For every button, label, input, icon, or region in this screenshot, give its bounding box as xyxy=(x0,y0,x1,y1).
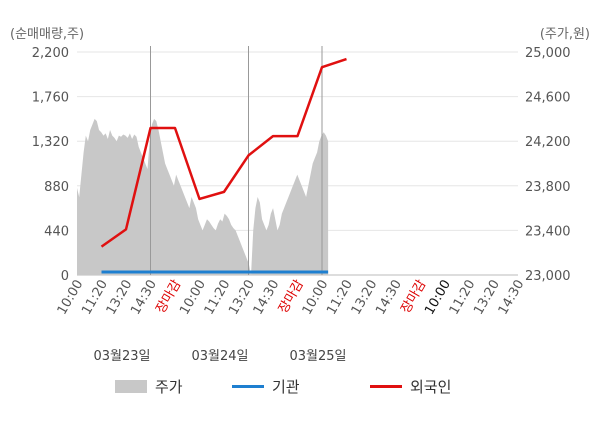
right-tick-label: 24,200 xyxy=(525,135,571,150)
legend: 주가 기관 외국인 xyxy=(115,378,451,396)
legend-swatch-foreign xyxy=(370,385,402,388)
x-tick-label: 14:30 xyxy=(251,278,283,318)
legend-swatch-institution xyxy=(232,385,264,388)
right-axis-ticks: 23,000 23,400 23,800 24,200 24,600 25,000 xyxy=(525,46,571,284)
right-tick-label: 23,000 xyxy=(525,269,571,284)
foreign-series xyxy=(100,57,347,248)
date-label: 03월23일 xyxy=(94,349,151,364)
left-axis-unit: (순매매량,주) xyxy=(10,27,84,42)
x-tick-label: 14:30 xyxy=(373,278,405,318)
left-tick-label: 1,760 xyxy=(32,91,69,106)
left-tick-label: 0 xyxy=(61,269,69,284)
x-tick-label: 14:30 xyxy=(496,278,528,318)
left-tick-label: 440 xyxy=(44,224,69,239)
x-axis-ticks: 10:0011:2013:2014:30장마감10:0011:2013:2014… xyxy=(55,277,528,317)
foreign-line xyxy=(100,57,347,248)
right-axis-unit: (주가,원) xyxy=(540,27,590,42)
right-tick-label: 25,000 xyxy=(525,46,571,61)
x-tick-label: 14:30 xyxy=(128,278,160,318)
date-labels: 03월23일 03월24일 03월25일 xyxy=(94,349,347,364)
left-tick-label: 1,320 xyxy=(32,135,69,150)
date-label: 03월25일 xyxy=(290,349,347,364)
right-tick-label: 24,600 xyxy=(525,91,571,106)
legend-label-institution: 기관 xyxy=(272,378,300,396)
legend-label-foreign: 외국인 xyxy=(410,378,451,396)
price-area xyxy=(77,118,329,276)
left-axis-ticks: 0 440 880 1,320 1,760 2,200 xyxy=(32,46,69,284)
legend-swatch-price xyxy=(115,380,147,393)
left-tick-label: 880 xyxy=(44,180,69,195)
day-dividers xyxy=(150,46,323,275)
right-tick-label: 23,800 xyxy=(525,180,571,195)
date-label: 03월24일 xyxy=(192,349,249,364)
legend-label-price: 주가 xyxy=(155,378,183,396)
left-tick-label: 2,200 xyxy=(32,46,69,61)
price-area-series xyxy=(77,118,329,276)
right-tick-label: 23,400 xyxy=(525,224,571,239)
